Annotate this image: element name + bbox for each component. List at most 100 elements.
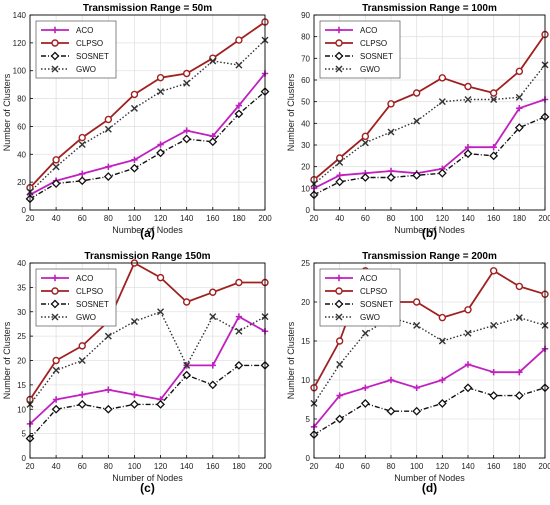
data-point-sosnet bbox=[463, 383, 473, 393]
data-point-clpso bbox=[438, 74, 447, 82]
data-point-sosnet bbox=[234, 360, 244, 370]
x-tick-label: 200 bbox=[258, 214, 272, 223]
x-tick-label: 100 bbox=[410, 462, 424, 471]
data-point-aco bbox=[464, 361, 472, 368]
axes-frame bbox=[313, 14, 546, 211]
x-tick-label: 60 bbox=[361, 214, 370, 223]
data-point-gwo bbox=[464, 96, 472, 103]
y-tick-label: 30 bbox=[301, 141, 310, 150]
data-point-clpso bbox=[182, 298, 191, 306]
data-point-aco bbox=[235, 313, 243, 320]
data-point-sosnet bbox=[335, 177, 345, 187]
y-tick-label: 50 bbox=[301, 98, 310, 107]
x-tick-label: 20 bbox=[310, 462, 319, 471]
y-tick-label: 10 bbox=[301, 184, 310, 193]
data-point-gwo bbox=[490, 321, 498, 329]
data-point-aco bbox=[516, 369, 523, 376]
data-point-aco bbox=[209, 362, 216, 369]
y-tick-label: 25 bbox=[301, 259, 310, 268]
data-point-clpso bbox=[412, 298, 421, 306]
panel-label: (d) bbox=[422, 481, 437, 495]
x-tick-label: 200 bbox=[258, 462, 272, 471]
legend-label: SOSNET bbox=[76, 300, 109, 309]
data-point-gwo bbox=[78, 357, 86, 364]
legend-label: GWO bbox=[360, 65, 380, 74]
x-tick-label: 140 bbox=[461, 214, 475, 223]
legend-marker-sosnet bbox=[50, 299, 60, 309]
data-point-clpso bbox=[235, 278, 243, 287]
data-point-sosnet bbox=[182, 370, 192, 380]
y-tick-label: 40 bbox=[301, 119, 310, 128]
x-tick-label: 80 bbox=[104, 462, 113, 471]
data-point-sosnet bbox=[514, 391, 524, 401]
series-markers-gwo bbox=[26, 36, 269, 196]
data-point-gwo bbox=[336, 158, 344, 166]
x-tick-label: 100 bbox=[410, 214, 424, 223]
y-tick-label: 5 bbox=[306, 415, 311, 424]
x-tick-label: 140 bbox=[461, 462, 475, 471]
legend-marker-gwo bbox=[335, 313, 343, 321]
x-tick-label: 20 bbox=[26, 214, 35, 223]
y-tick-label: 10 bbox=[17, 405, 26, 414]
x-tick-label: 40 bbox=[335, 214, 344, 223]
data-point-clpso bbox=[489, 89, 498, 97]
y-axis-label: Number of Clusters bbox=[2, 73, 12, 151]
series-markers-gwo bbox=[26, 308, 269, 408]
y-tick-label: 15 bbox=[17, 381, 26, 390]
chart-title: Transmission Range = 50m bbox=[83, 3, 212, 14]
y-tick-label: 20 bbox=[17, 357, 26, 366]
x-tick-label: 40 bbox=[52, 462, 61, 471]
data-point-clpso bbox=[464, 82, 472, 91]
data-point-aco bbox=[79, 391, 86, 398]
data-point-sosnet bbox=[360, 173, 370, 182]
data-point-sosnet bbox=[51, 179, 61, 188]
data-point-aco bbox=[439, 376, 446, 384]
y-tick-label: 0 bbox=[306, 454, 311, 463]
x-tick-label: 20 bbox=[310, 214, 319, 223]
data-point-sosnet bbox=[386, 406, 396, 416]
data-point-gwo bbox=[413, 321, 421, 329]
data-point-gwo bbox=[235, 327, 243, 335]
data-point-sosnet bbox=[208, 137, 218, 147]
data-point-aco bbox=[131, 156, 138, 164]
y-tick-label: 20 bbox=[17, 178, 26, 187]
data-point-gwo bbox=[361, 139, 369, 147]
legend-marker-sosnet bbox=[334, 51, 344, 61]
data-point-sosnet bbox=[514, 123, 524, 133]
series-line-gwo bbox=[29, 311, 266, 405]
data-point-clpso bbox=[489, 267, 498, 275]
y-axis-label: Number of Clusters bbox=[286, 321, 296, 399]
legend-marker-aco bbox=[335, 26, 343, 34]
data-point-aco bbox=[490, 143, 497, 151]
data-point-sosnet bbox=[437, 168, 447, 178]
x-tick-label: 160 bbox=[487, 214, 501, 223]
chart-panel-2: 20 40 60 80 100 120 140 160 180 200 0 10 20 30 40 50 60 7… bbox=[286, 3, 550, 240]
legend-marker-sosnet bbox=[50, 51, 60, 61]
series-line-gwo bbox=[313, 64, 546, 185]
x-tick-label: 200 bbox=[538, 214, 550, 223]
data-point-aco bbox=[362, 384, 369, 391]
x-tick-label: 120 bbox=[436, 214, 450, 223]
data-point-sosnet bbox=[77, 176, 87, 186]
data-point-gwo bbox=[515, 314, 523, 322]
data-point-gwo bbox=[209, 313, 217, 321]
x-tick-label: 120 bbox=[436, 462, 450, 471]
series-line-gwo bbox=[29, 39, 266, 193]
data-point-sosnet bbox=[103, 172, 113, 181]
legend-label: GWO bbox=[76, 313, 96, 322]
series-line-clpso bbox=[313, 33, 546, 181]
legend-marker-aco bbox=[51, 274, 59, 282]
data-point-sosnet bbox=[412, 406, 422, 416]
data-point-sosnet bbox=[234, 109, 244, 119]
x-tick-label: 180 bbox=[232, 462, 246, 471]
data-point-gwo bbox=[490, 96, 498, 103]
data-point-gwo bbox=[183, 79, 191, 87]
data-point-sosnet bbox=[130, 163, 139, 173]
legend-marker-gwo bbox=[51, 313, 59, 321]
data-point-gwo bbox=[235, 61, 243, 69]
y-tick-label: 35 bbox=[17, 283, 26, 292]
x-tick-label: 140 bbox=[180, 462, 194, 471]
data-point-gwo bbox=[52, 163, 60, 171]
chart-title: Transmission Range = 100m bbox=[362, 3, 497, 14]
